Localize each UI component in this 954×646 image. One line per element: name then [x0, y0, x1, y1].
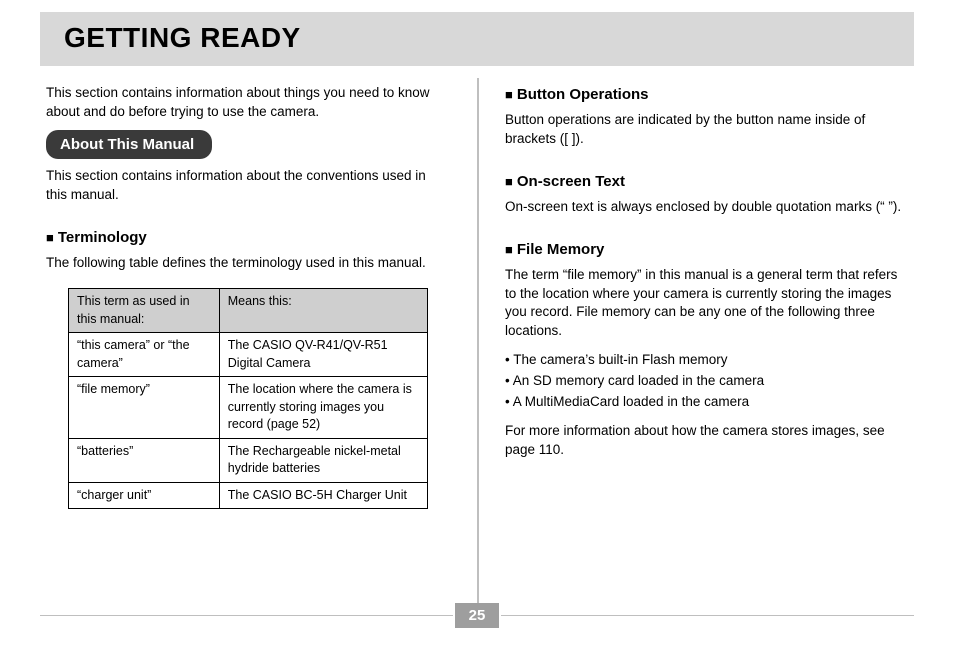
onscreen-heading: ■ On-screen Text	[505, 171, 908, 192]
column-divider	[477, 78, 479, 603]
bullet-item: • The camera’s built-in Flash memory	[505, 351, 908, 370]
button-ops-text: Button operations are indicated by the b…	[505, 111, 908, 149]
onscreen-heading-text: On-screen Text	[517, 173, 625, 190]
page-footer: 25	[40, 603, 914, 628]
table-cell: The location where the camera is current…	[219, 377, 427, 439]
section-pill-about: About This Manual	[46, 130, 212, 159]
terminology-text: The following table defines the terminol…	[46, 254, 449, 273]
filemem-heading: ■ File Memory	[505, 239, 908, 260]
page-number: 25	[455, 603, 500, 628]
table-cell: The CASIO QV-R41/QV-R51 Digital Camera	[219, 333, 427, 377]
left-column: This section contains information about …	[40, 84, 477, 509]
table-row: “batteries” The Rechargeable nickel-meta…	[69, 438, 428, 482]
table-cell: The Rechargeable nickel-metal hydride ba…	[219, 438, 427, 482]
intro-text: This section contains information about …	[46, 84, 449, 122]
table-cell: “batteries”	[69, 438, 220, 482]
table-cell: “this camera” or “the camera”	[69, 333, 220, 377]
terminology-heading: ■ Terminology	[46, 227, 449, 248]
table-cell: “charger unit”	[69, 482, 220, 509]
about-manual-text: This section contains information about …	[46, 167, 449, 205]
table-head-right: Means this:	[219, 289, 427, 333]
table-cell: The CASIO BC-5H Charger Unit	[219, 482, 427, 509]
footer-rule-right	[501, 615, 914, 616]
square-bullet-icon: ■	[46, 230, 54, 245]
terminology-table: This term as used in this manual: Means …	[68, 288, 428, 509]
filemem-bullets: • The camera’s built-in Flash memory • A…	[505, 351, 908, 412]
terminology-heading-text: Terminology	[58, 229, 147, 246]
table-row: “this camera” or “the camera” The CASIO …	[69, 333, 428, 377]
right-column: ■ Button Operations Button operations are…	[477, 84, 914, 509]
square-bullet-icon: ■	[505, 87, 513, 102]
square-bullet-icon: ■	[505, 174, 513, 189]
table-header-row: This term as used in this manual: Means …	[69, 289, 428, 333]
filemem-text: The term “file memory” in this manual is…	[505, 266, 908, 342]
table-row: “file memory” The location where the cam…	[69, 377, 428, 439]
bullet-item: • An SD memory card loaded in the camera	[505, 372, 908, 391]
title-bar: GETTING READY	[40, 12, 914, 66]
table-head-left: This term as used in this manual:	[69, 289, 220, 333]
square-bullet-icon: ■	[505, 242, 513, 257]
button-ops-heading-text: Button Operations	[517, 86, 649, 103]
footer-rule-left	[40, 615, 453, 616]
onscreen-text: On-screen text is always enclosed by dou…	[505, 198, 908, 217]
filemem-more-text: For more information about how the camer…	[505, 422, 908, 460]
button-ops-heading: ■ Button Operations	[505, 84, 908, 105]
bullet-item: • A MultiMediaCard loaded in the camera	[505, 393, 908, 412]
filemem-heading-text: File Memory	[517, 241, 605, 258]
table-row: “charger unit” The CASIO BC-5H Charger U…	[69, 482, 428, 509]
table-cell: “file memory”	[69, 377, 220, 439]
page-title: GETTING READY	[64, 22, 890, 54]
